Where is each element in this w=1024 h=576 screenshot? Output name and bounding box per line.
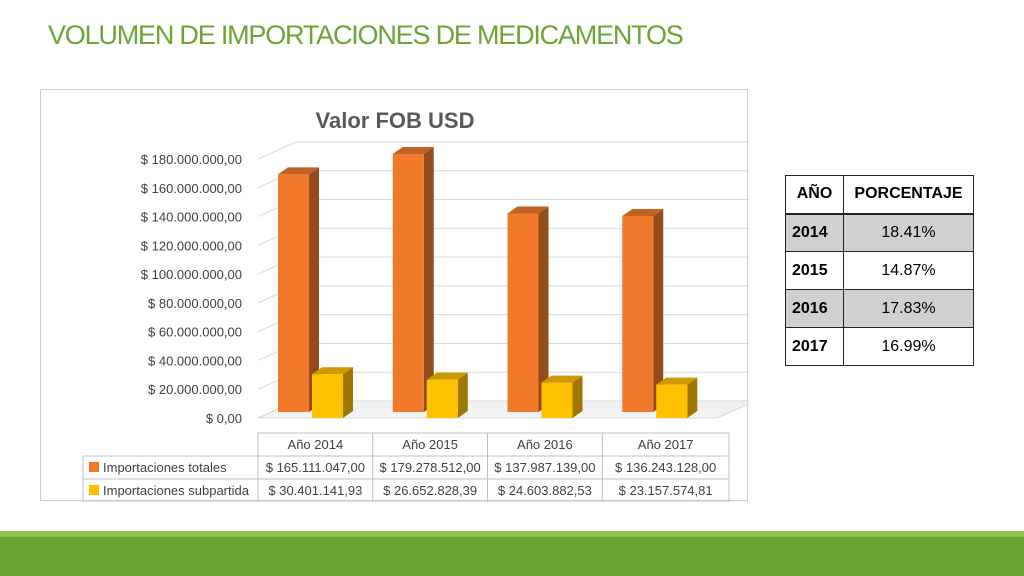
table-row: 2014 18.41% — [785, 213, 974, 252]
header-percentage: PORCENTAJE — [843, 175, 974, 215]
legend-label: Importaciones totales — [103, 460, 227, 475]
row-percentage: 18.41% — [843, 213, 974, 252]
slide-title: VOLUMEN DE IMPORTACIONES DE MEDICAMENTOS — [48, 20, 684, 50]
y-tick-label: $ 40.000.000,00 — [148, 353, 242, 368]
bar-importaciones-totales — [392, 147, 434, 412]
y-tick-label: $ 160.000.000,00 — [141, 181, 242, 196]
bar-importaciones-subpartida — [312, 367, 353, 418]
gridline — [257, 256, 749, 275]
bar-side — [343, 367, 353, 418]
gridline — [257, 141, 749, 160]
bar-front — [507, 213, 539, 412]
category-label: Año 2016 — [517, 437, 573, 452]
bar-top — [312, 367, 353, 375]
table-row: 2017 16.99% — [785, 327, 974, 366]
bar-front — [278, 174, 309, 412]
bar-importaciones-totales — [507, 206, 549, 412]
bar-side — [423, 147, 434, 412]
grid-layer: $ 0,00 $ 20.000.000,00 $ 40.000.000,00 $ 60… — [141, 141, 749, 426]
bar-importaciones-subpartida — [541, 375, 583, 418]
legend-label: Importaciones subpartida — [103, 483, 250, 498]
legend-swatch — [89, 485, 99, 495]
chart-title: Valor FOB USD — [316, 108, 475, 133]
bar-top — [622, 208, 664, 216]
y-tick-label: $ 80.000.000,00 — [148, 296, 242, 311]
row-percentage: 16.99% — [843, 327, 974, 366]
data-label: $ 136.243.128,00 — [615, 460, 716, 475]
row-year: 2017 — [785, 327, 844, 366]
bar-top — [507, 206, 549, 214]
data-table-layer: Año 2014 Año 2015 Año 2016 Año 2017 Importac… — [82, 432, 730, 502]
row-percentage: 17.83% — [843, 289, 974, 328]
percent-table: AÑO PORCENTAJE 2014 18.41% 2015 14.87% 2… — [785, 175, 974, 366]
y-tick-label: $ 20.000.000,00 — [148, 382, 242, 397]
bar-top — [541, 375, 583, 383]
data-label: $ 23.157.574,81 — [619, 483, 713, 498]
bar-top — [426, 372, 468, 380]
bar-front — [622, 215, 654, 412]
category-label: Año 2015 — [402, 437, 458, 452]
bar-front — [312, 374, 343, 418]
table-row: 2015 14.87% — [785, 251, 974, 290]
y-tick-label: $ 180.000.000,00 — [141, 152, 242, 167]
gridline — [257, 199, 749, 218]
bar-layer — [278, 147, 698, 418]
bar-side — [457, 372, 468, 418]
row-year: 2015 — [785, 251, 844, 290]
gridline — [257, 342, 749, 361]
bar-front — [656, 384, 688, 418]
percent-table-header: AÑO PORCENTAJE — [785, 175, 974, 215]
bar-side — [687, 377, 698, 418]
fob-chart: $ 0,00 $ 20.000.000,00 $ 40.000.000,00 $ 60… — [82, 108, 749, 502]
bar-top — [656, 377, 698, 385]
footer-bar — [0, 537, 1024, 576]
bar-front — [541, 382, 573, 418]
y-tick-label: $ 60.000.000,00 — [148, 325, 242, 340]
gridline — [257, 285, 749, 304]
bar-side — [538, 206, 549, 412]
bar-importaciones-totales — [622, 208, 664, 412]
table-row: 2016 17.83% — [785, 289, 974, 328]
y-tick-label: $ 0,00 — [206, 411, 242, 426]
row-year: 2016 — [785, 289, 844, 328]
data-label: $ 137.987.139,00 — [494, 460, 595, 475]
header-year: AÑO — [785, 175, 844, 215]
y-tick-label: $ 140.000.000,00 — [141, 210, 242, 225]
category-label: Año 2017 — [638, 437, 694, 452]
data-label: $ 24.603.882,53 — [498, 483, 592, 498]
legend-swatch — [89, 462, 99, 472]
bar-importaciones-subpartida — [656, 377, 698, 418]
gridline — [257, 227, 749, 246]
footer-accent-stripe — [0, 531, 1024, 537]
bar-side — [572, 375, 583, 418]
data-label: $ 165.111.047,00 — [266, 460, 365, 475]
gridline — [257, 170, 749, 189]
chart-container: $ 0,00 $ 20.000.000,00 $ 40.000.000,00 $ 60… — [40, 89, 749, 502]
bar-top — [392, 147, 434, 155]
row-percentage: 14.87% — [843, 251, 974, 290]
bar-importaciones-totales — [278, 167, 319, 412]
bar-top — [278, 167, 319, 175]
bar-side — [309, 167, 319, 412]
bar-front — [392, 154, 424, 412]
row-year: 2014 — [785, 213, 844, 252]
bar-front — [426, 379, 458, 418]
y-tick-label: $ 120.000.000,00 — [141, 238, 242, 253]
data-label: $ 179.278.512,00 — [380, 460, 481, 475]
data-label: $ 26.652.828,39 — [383, 483, 477, 498]
bar-side — [653, 208, 664, 412]
category-label: Año 2014 — [288, 437, 344, 452]
bar-importaciones-subpartida — [426, 372, 468, 418]
y-tick-label: $ 100.000.000,00 — [141, 267, 242, 282]
gridline — [257, 314, 749, 333]
data-label: $ 30.401.141,93 — [268, 483, 362, 498]
